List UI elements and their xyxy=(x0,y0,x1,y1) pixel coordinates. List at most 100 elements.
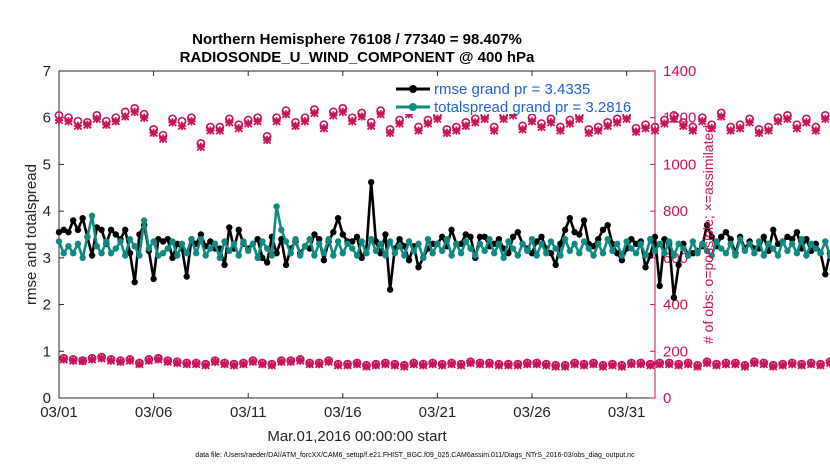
obs-assimilated-point xyxy=(579,361,589,370)
obs-assimilated-point xyxy=(291,121,300,131)
rmse-point xyxy=(263,259,271,266)
rmse-point xyxy=(183,273,190,280)
y2-tick-label: 200 xyxy=(663,343,688,360)
totalspread-point xyxy=(807,240,815,248)
rmse-point xyxy=(770,226,777,234)
rmse-point xyxy=(159,238,167,245)
x-tick-label: 03/06 xyxy=(135,404,173,421)
obs-assimilated-point xyxy=(456,361,466,370)
rmse-point xyxy=(618,256,626,264)
obs-assimilated-point xyxy=(139,113,149,122)
y2-tick-label: 400 xyxy=(663,297,688,314)
obs-assimilated-point xyxy=(565,119,575,128)
obs-assimilated-point xyxy=(452,126,461,135)
totalspread-point xyxy=(661,249,668,257)
totalspread-point xyxy=(793,249,801,257)
obs-assimilated-point xyxy=(499,114,508,124)
obs-assimilated-point xyxy=(641,123,650,133)
series-obs-assimilated xyxy=(54,107,830,371)
totalspread-point xyxy=(273,203,280,210)
totalspread-point xyxy=(495,240,503,248)
obs-assimilated-point xyxy=(466,358,475,368)
totalspread-point xyxy=(438,247,446,255)
totalspread-point xyxy=(467,245,474,252)
totalspread-point xyxy=(779,238,786,245)
totalspread-point xyxy=(665,238,673,245)
legend-label-totalspread: totalspread grand pr = 3.2816 xyxy=(434,99,631,116)
obs-assimilated-point xyxy=(54,115,64,125)
totalspread-point xyxy=(637,240,645,248)
obs-assimilated-point xyxy=(314,359,324,369)
rmse-point xyxy=(150,275,157,283)
rmse-point xyxy=(65,228,72,236)
totalspread-point xyxy=(211,240,219,248)
totalspread-point xyxy=(571,240,578,248)
rmse-point xyxy=(405,256,413,264)
obs-assimilated-point xyxy=(783,114,792,124)
obs-assimilated-point xyxy=(480,114,489,124)
obs-assimilated-point xyxy=(636,359,646,369)
rmse-point xyxy=(235,226,242,234)
obs-assimilated-point xyxy=(64,116,73,126)
footnote: data file: /Users/raeder/DAI/ATM_forcXX/… xyxy=(195,452,635,459)
obs-assimilated-point xyxy=(584,128,594,138)
obs-assimilated-point xyxy=(277,357,286,367)
totalspread-point xyxy=(448,252,455,259)
totalspread-point xyxy=(249,240,257,248)
totalspread-point xyxy=(547,238,555,245)
obs-assimilated-point xyxy=(740,362,750,371)
rmse-point xyxy=(670,294,678,301)
x-tick-label: 03/21 xyxy=(419,404,457,421)
obs-assimilated-point xyxy=(97,354,106,363)
rmse-point xyxy=(595,235,602,243)
totalspread-point xyxy=(178,240,186,248)
y-axis-label: rmse and totalspread xyxy=(23,164,40,305)
obs-assimilated-point xyxy=(120,112,130,121)
rmse-point xyxy=(476,233,484,241)
chart-title-line1: Northern Hemisphere 76108 / 77340 = 98.4… xyxy=(192,31,522,48)
obs-assimilated-point xyxy=(726,126,735,135)
rmse-point xyxy=(718,233,725,241)
obs-assimilated-point xyxy=(73,121,83,131)
legend-marker-rmse xyxy=(409,85,417,93)
obs-assimilated-point xyxy=(130,107,139,117)
obs-assimilated-point xyxy=(281,109,291,119)
rmse-point xyxy=(760,233,767,241)
totalspread-point xyxy=(628,245,635,252)
totalspread-point xyxy=(500,254,507,262)
totalspread-point xyxy=(613,240,621,248)
totalspread-point xyxy=(150,238,157,245)
series-totalspread xyxy=(55,203,830,262)
totalspread-point xyxy=(297,252,304,259)
obs-assimilated-point xyxy=(329,111,338,120)
totalspread-point xyxy=(713,238,720,245)
totalspread-point xyxy=(457,249,465,257)
rmse-point xyxy=(320,256,328,264)
obs-assimilated-point xyxy=(513,361,523,370)
obs-assimilated-point xyxy=(83,120,92,129)
totalspread-point xyxy=(117,238,124,245)
chart-title-line2: RADIOSONDE_U_WIND_COMPONENT @ 400 hPa xyxy=(180,49,535,66)
rmse-point xyxy=(481,233,488,241)
totalspread-point xyxy=(505,238,512,245)
obs-assimilated-point xyxy=(215,126,225,135)
rmse-point xyxy=(330,228,337,236)
totalspread-point xyxy=(694,249,701,257)
totalspread-point xyxy=(112,245,119,252)
totalspread-point xyxy=(363,249,370,257)
y2-tick-label: 1000 xyxy=(663,156,696,173)
obs-assimilated-point xyxy=(769,362,778,371)
obs-assimilated-point xyxy=(418,361,428,370)
series-layer xyxy=(54,103,830,371)
rmse-point xyxy=(55,228,63,236)
obs-assimilated-point xyxy=(631,127,641,136)
y-tick-label: 5 xyxy=(43,156,51,173)
rmse-point xyxy=(197,231,205,238)
totalspread-point xyxy=(765,240,772,248)
rmse-point xyxy=(784,233,791,241)
totalspread-point xyxy=(420,254,427,262)
rmse-point xyxy=(311,231,318,238)
totalspread-point xyxy=(315,240,323,248)
rmse-point xyxy=(774,240,782,248)
rmse-point xyxy=(367,178,375,186)
